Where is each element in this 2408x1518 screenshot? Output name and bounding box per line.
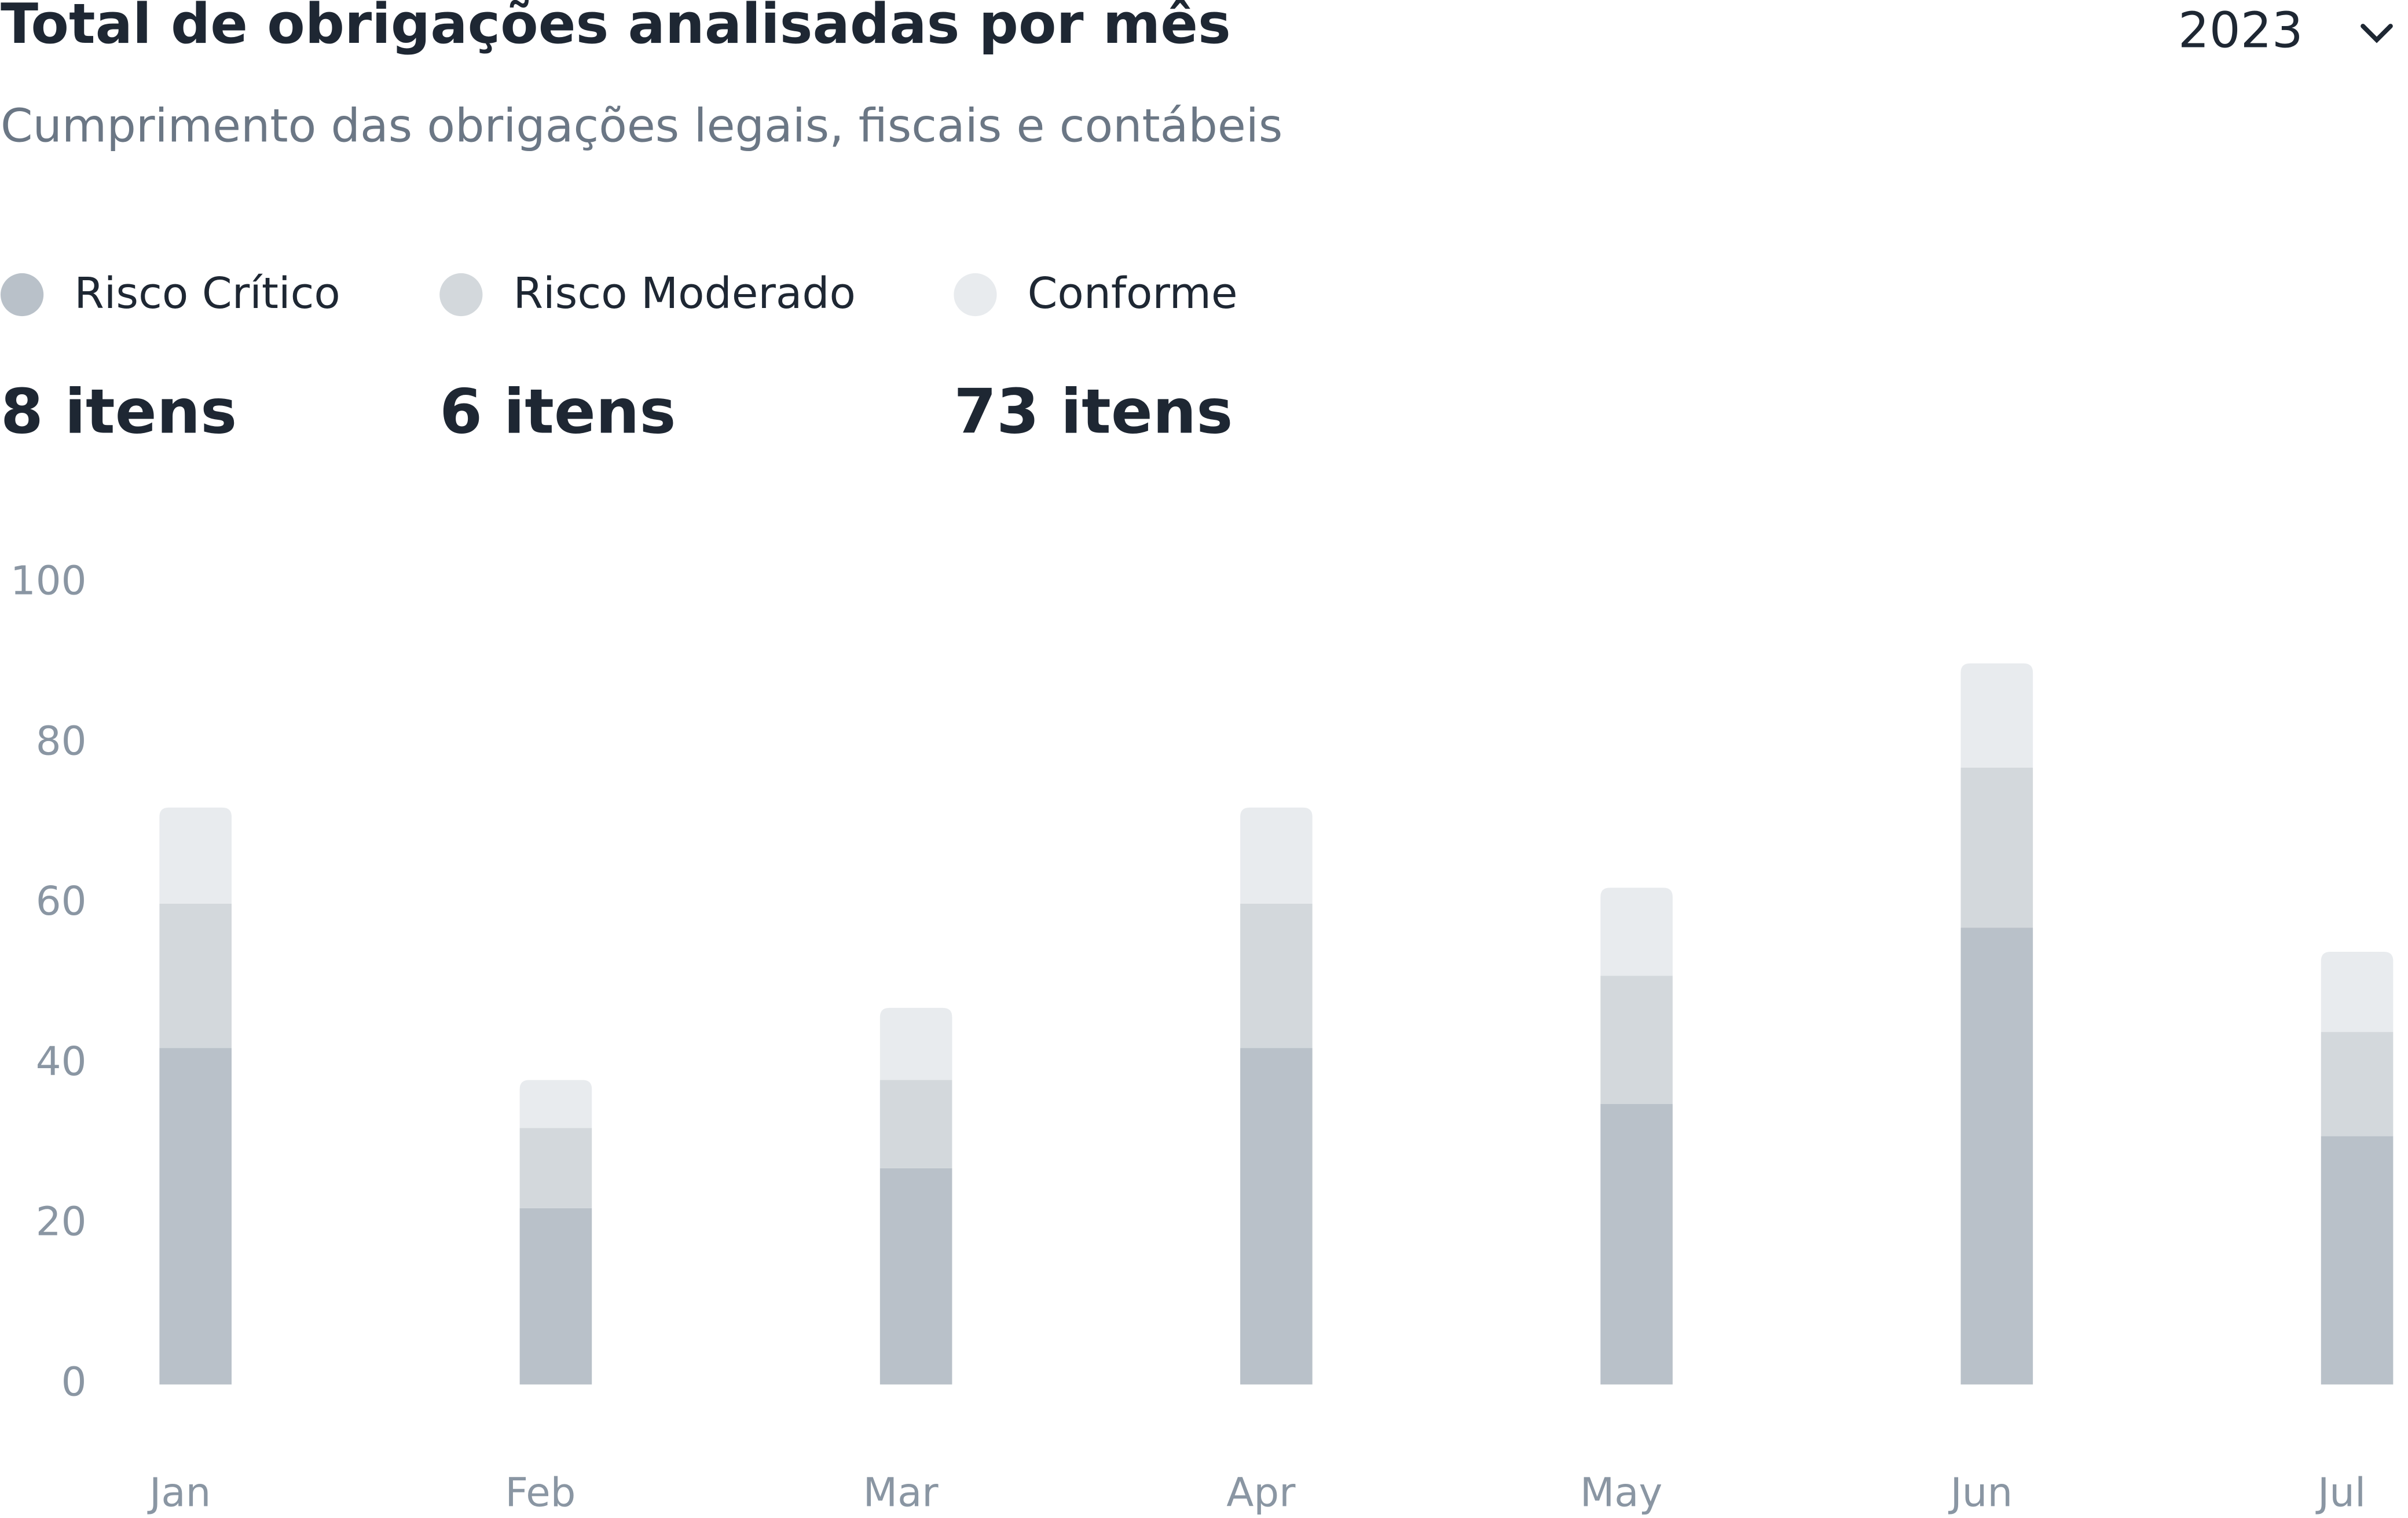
year-dropdown[interactable]: 2023 xyxy=(2178,2,2393,60)
legend-dot xyxy=(0,273,44,317)
bar-segment xyxy=(1240,1048,1313,1385)
chart-title: Total de obrigações analisadas por mês xyxy=(1,0,1231,56)
bar-segment xyxy=(519,1080,592,1128)
bar-segment xyxy=(159,904,232,1048)
bar-segment xyxy=(159,807,232,904)
legend-total: 8 itens xyxy=(1,377,237,448)
x-tick-label: May xyxy=(1580,1469,1663,1516)
bar-segment xyxy=(879,1080,952,1168)
bar-segment xyxy=(519,1208,592,1385)
y-tick-label: 0 xyxy=(61,1359,87,1405)
bar-segment xyxy=(1960,663,2033,768)
bar-segment xyxy=(1240,807,1313,904)
x-tick-label: Apr xyxy=(1226,1469,1296,1516)
y-tick-label: 20 xyxy=(36,1199,87,1245)
x-tick-label: Jul xyxy=(2315,1469,2366,1516)
legend-dot xyxy=(439,273,483,317)
y-tick-label: 80 xyxy=(36,718,87,764)
chevron[interactable] xyxy=(2361,24,2393,43)
bar-segment xyxy=(2321,1136,2394,1385)
x-tick-label: Feb xyxy=(505,1469,576,1516)
y-tick-label: 40 xyxy=(36,1039,87,1085)
bar-segment xyxy=(879,1168,952,1385)
x-tick-label: Jan xyxy=(147,1469,211,1516)
bar-segment xyxy=(2321,952,2394,1032)
bar-segment xyxy=(1600,888,1673,976)
bar-segment xyxy=(159,1048,232,1385)
bar-segment xyxy=(1600,1103,1673,1385)
legend-total: 73 itens xyxy=(954,377,1233,448)
chart-subtitle: Cumprimento das obrigações legais, fisca… xyxy=(1,99,1282,153)
legend-label: Risco Crítico xyxy=(74,268,340,318)
x-tick-label: Mar xyxy=(863,1469,939,1516)
bar-segment xyxy=(1960,767,2033,928)
bar-segment xyxy=(1600,976,1673,1104)
bar-segment xyxy=(519,1128,592,1208)
legend-dot xyxy=(954,273,997,317)
legend-total: 6 itens xyxy=(439,377,676,448)
y-tick-label: 60 xyxy=(36,878,87,925)
y-tick-label: 100 xyxy=(10,558,87,604)
year-label[interactable]: 2023 xyxy=(2178,2,2303,60)
legend-label: Risco Moderado xyxy=(513,268,855,318)
bar-segment xyxy=(2321,1032,2394,1136)
bar-segment xyxy=(1240,904,1313,1048)
x-tick-label: Jun xyxy=(1948,1469,2013,1516)
legend-label: Conforme xyxy=(1028,268,1238,318)
bar-segment xyxy=(1960,927,2033,1385)
bar-segment xyxy=(879,1007,952,1080)
